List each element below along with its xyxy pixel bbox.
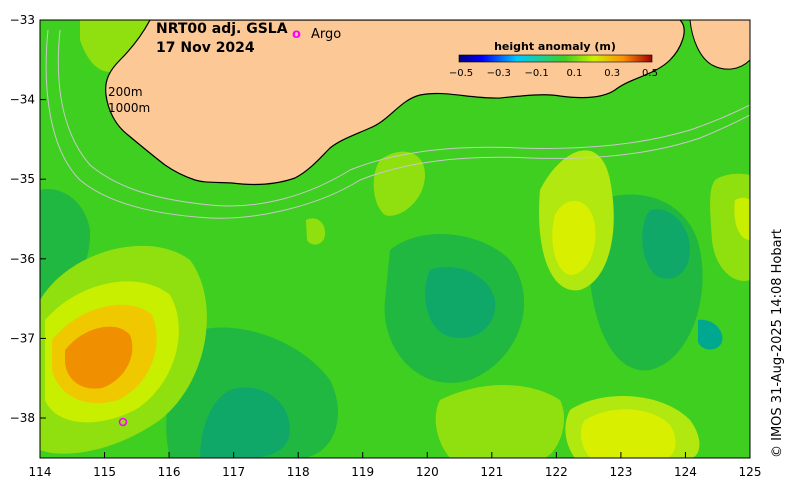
depth-label-200m: 200m bbox=[108, 85, 143, 99]
y-tick-label: −33 bbox=[10, 13, 35, 27]
colorbar-title: height anomaly (m) bbox=[494, 40, 616, 53]
y-tick-label: −36 bbox=[10, 252, 35, 266]
anomaly-low-teal-center bbox=[200, 387, 290, 458]
colorbar-tick-label: −0.1 bbox=[524, 68, 548, 79]
x-tick-label: 121 bbox=[480, 465, 503, 479]
plot-frame bbox=[39, 19, 751, 459]
anomaly-high-east-core bbox=[552, 201, 596, 275]
colorbar-tick-label: −0.3 bbox=[487, 68, 511, 79]
colorbar-tick-label: 0.1 bbox=[566, 68, 582, 79]
colorbar-tick-label: −0.5 bbox=[449, 68, 473, 79]
colorbar: height anomaly (m) −0.5 −0.3 −0.1 0.1 0.3 0.5 bbox=[449, 40, 658, 79]
anomaly-high-east-edge-core bbox=[734, 197, 750, 240]
anomaly-high-small bbox=[306, 218, 326, 245]
x-tick-label: 115 bbox=[93, 465, 116, 479]
y-tick-label: −35 bbox=[10, 172, 35, 186]
contour-200m bbox=[57, 29, 750, 207]
contour-1000m bbox=[45, 29, 750, 219]
land-fragment bbox=[689, 20, 750, 70]
x-tick-label: 114 bbox=[29, 465, 52, 479]
depth-label-1000m: 1000m bbox=[108, 101, 150, 115]
argo-float-marker[interactable] bbox=[118, 417, 128, 427]
x-tick-label: 118 bbox=[287, 465, 310, 479]
y-tick-label: −37 bbox=[10, 331, 35, 345]
imos-credit: © IMOS 31-Aug-2025 14:08 Hobart bbox=[770, 229, 785, 458]
anomaly-low-teal-east bbox=[642, 209, 690, 279]
argo-legend-label: Argo bbox=[311, 27, 341, 42]
y-tick-label: −38 bbox=[10, 411, 35, 425]
x-axis: 114 115 116 117 118 119 120 121 122 123 124 125 bbox=[29, 452, 762, 479]
map-date: 17 Nov 2024 bbox=[156, 40, 255, 56]
x-tick-label: 117 bbox=[222, 465, 245, 479]
x-tick-label: 122 bbox=[545, 465, 568, 479]
colorbar-tick-label: 0.5 bbox=[642, 68, 658, 79]
anomaly-high-northwest bbox=[80, 20, 160, 72]
y-tick-label: −34 bbox=[10, 93, 35, 107]
anomaly-low-west bbox=[40, 189, 91, 310]
anomaly-high-southwest-peak bbox=[65, 326, 133, 389]
map-plot-area bbox=[40, 20, 750, 458]
x-tick-label: 116 bbox=[158, 465, 181, 479]
anomaly-high-central bbox=[373, 151, 425, 216]
colorbar-ticks: −0.5 −0.3 −0.1 0.1 0.3 0.5 bbox=[449, 68, 658, 79]
x-tick-label: 119 bbox=[351, 465, 374, 479]
anomaly-low-teal-southeast bbox=[425, 266, 496, 339]
colorbar-gradient bbox=[458, 54, 653, 63]
argo-legend-marker: o bbox=[292, 27, 301, 42]
anomaly-high-south-core bbox=[580, 409, 676, 458]
x-tick-label: 125 bbox=[739, 465, 762, 479]
colorbar-tick-label: 0.3 bbox=[604, 68, 620, 79]
anomaly-low-deep-east bbox=[698, 319, 723, 350]
map-title: NRT00 adj. GSLA bbox=[156, 21, 288, 37]
anomaly-high-south-center bbox=[435, 385, 565, 458]
x-tick-label: 120 bbox=[416, 465, 439, 479]
x-tick-label: 124 bbox=[674, 465, 697, 479]
y-axis: −33 −34 −35 −36 −37 −38 bbox=[10, 13, 46, 425]
x-tick-label: 123 bbox=[609, 465, 632, 479]
